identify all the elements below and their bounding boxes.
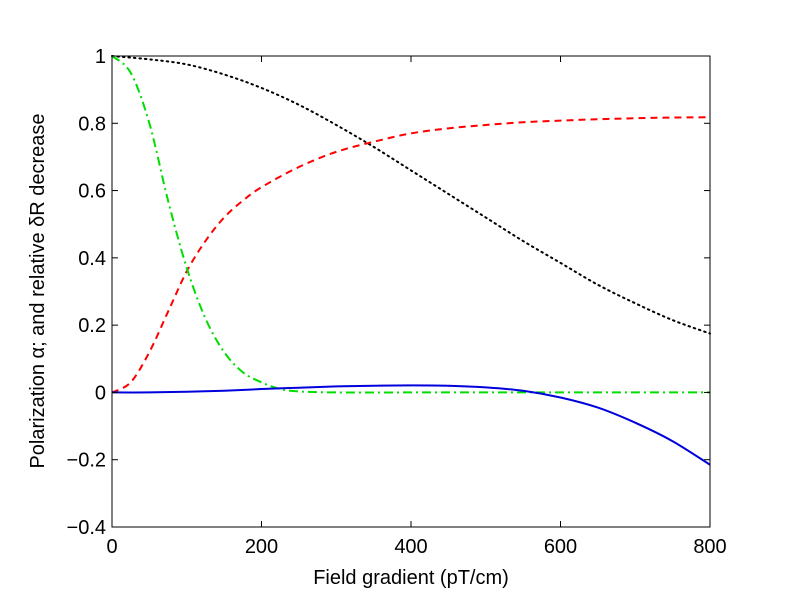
series-line-dotted-black <box>111 55 711 335</box>
x-tick-label: 800 <box>693 536 726 558</box>
y-tick-label: −0.2 <box>67 450 106 472</box>
y-tick-label: 0.8 <box>78 113 106 135</box>
series-line-dashdot-green <box>111 55 710 394</box>
x-axis-ticks: 0 200 400 600 800 <box>106 56 727 558</box>
y-tick-label: 0 <box>95 382 106 404</box>
series-layer <box>111 55 711 466</box>
x-axis-label: Field gradient (pT/cm) <box>313 567 509 589</box>
y-tick-label: −0.4 <box>67 517 106 539</box>
x-tick-label: 600 <box>544 536 577 558</box>
y-axis-ticks: −0.4 −0.2 0 0.2 0.4 0.6 0.8 1 <box>67 46 710 539</box>
y-axis-label: Polarization α; and relative δR decrease <box>27 113 49 468</box>
y-tick-label: 0.4 <box>78 248 106 270</box>
series-line-solid-blue <box>111 384 711 466</box>
series-line-dashed-red <box>111 116 711 394</box>
plot-area <box>112 56 710 527</box>
y-tick-label: 0.6 <box>78 181 106 203</box>
x-tick-label: 0 <box>106 536 117 558</box>
x-tick-label: 200 <box>245 536 278 558</box>
x-tick-label: 400 <box>394 536 427 558</box>
y-tick-label: 0.2 <box>78 315 106 337</box>
y-tick-label: 1 <box>95 46 106 68</box>
